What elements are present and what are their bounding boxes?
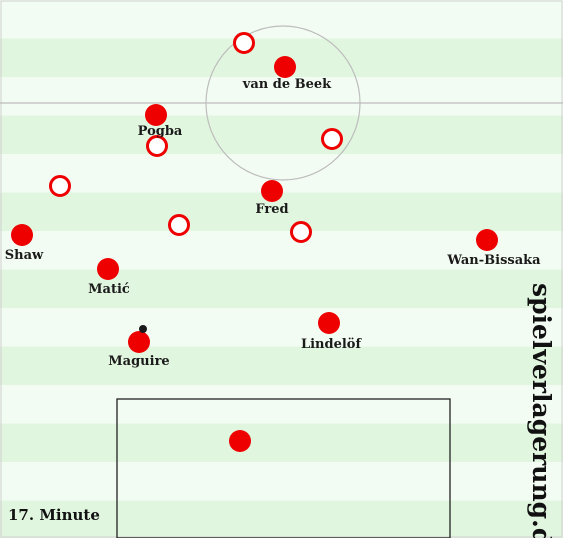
player-marker-wan-bissaka [476,229,498,251]
player-marker-goalkeeper [229,430,251,452]
opponent-marker [290,221,312,243]
pitch-stripe [0,385,563,424]
pitch-stripe [0,192,563,232]
pitch-stripe [0,115,563,155]
opponent-marker [168,214,190,236]
pitch-stripe [0,423,563,463]
player-label-van-de-beek: van de Beek [242,77,332,92]
opponent-marker [233,32,255,54]
player-marker-fred [261,180,283,202]
player-marker-van-de-beek [274,56,296,78]
pitch-stripe [0,308,563,347]
player-marker-pogba [145,104,167,126]
pitch-stripe [0,462,563,501]
player-label-wan-bissaka: Wan-Bissaka [446,253,541,268]
pitch-stripe [0,231,563,270]
player-marker-maguire [128,331,150,353]
player-marker-lindeloef [318,312,340,334]
player-labels: van de Beek Pogba Fred Shaw Wan-Bissaka … [5,77,541,369]
minute-caption: 17. Minute [8,506,100,524]
pitch-stripe [0,346,563,386]
ball-icon [139,325,147,333]
pitch-stripe [0,0,563,39]
player-marker-matic [97,258,119,280]
opponent-marker [146,135,168,157]
opponent-markers [49,32,343,243]
player-label-shaw: Shaw [5,248,44,263]
watermark-logo: spielverlagerung.de [527,283,556,538]
player-label-pogba: Pogba [138,124,183,139]
player-label-fred: Fred [255,202,288,217]
player-label-maguire: Maguire [108,354,169,369]
opponent-marker [49,175,71,197]
pitch-stripe [0,77,563,116]
player-label-lindeloef: Lindelöf [301,337,363,352]
pitch-stripe [0,500,563,538]
player-label-matic: Matić [88,282,130,297]
penalty-box [116,398,451,538]
pitch-stripe [0,269,563,309]
player-marker-shaw [11,224,33,246]
player-markers [11,56,498,452]
centre-circle [205,25,361,181]
opponent-marker [321,128,343,150]
